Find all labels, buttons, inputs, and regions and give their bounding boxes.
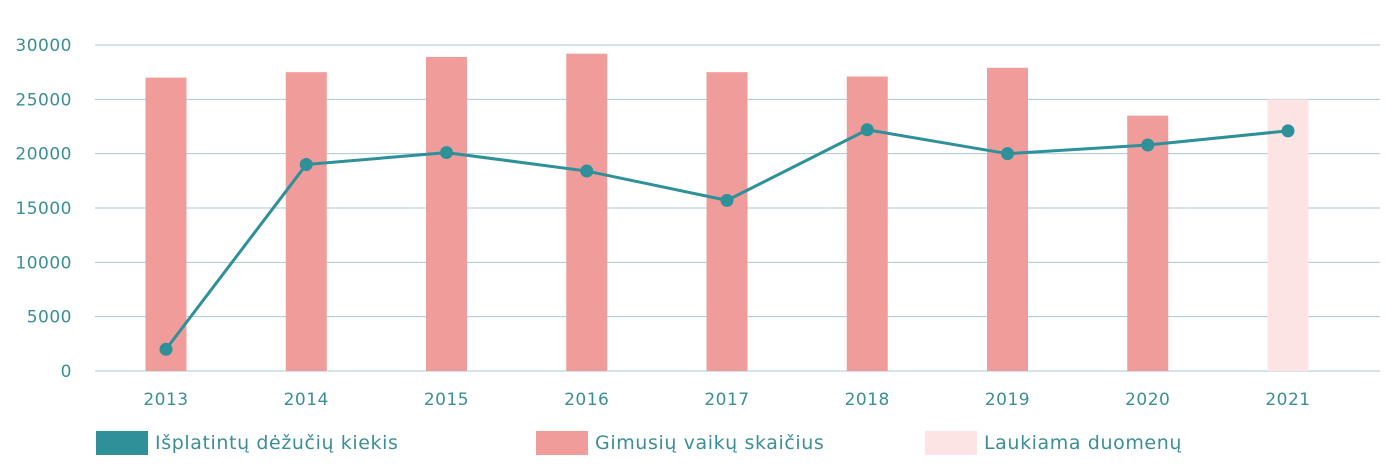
y-tick-label: 10000 — [15, 253, 72, 273]
y-tick-label: 5000 — [27, 308, 72, 328]
legend-swatch — [536, 431, 588, 455]
legend: Išplatintų dėžučių kiekis Gimusių vaikų s… — [96, 431, 1182, 455]
bar-2014-series-1 — [285, 72, 327, 372]
x-tick-label: 2013 — [143, 390, 188, 410]
y-tick-label: 0 — [61, 362, 72, 382]
line-point-2021 — [1281, 124, 1295, 138]
y-axis-ticks: 0 5000 10000 15000 20000 25000 30000 — [15, 36, 72, 382]
bar-2017-series-1 — [706, 72, 748, 372]
x-tick-label: 2015 — [424, 390, 469, 410]
line-point-2019 — [1001, 147, 1014, 161]
y-tick-label: 30000 — [15, 36, 72, 56]
x-tick-label: 2019 — [985, 390, 1030, 410]
legend-label: Laukiama duomenų — [984, 432, 1182, 454]
bar-2020-series-1 — [1127, 115, 1169, 371]
y-tick-label: 25000 — [15, 90, 72, 110]
bar-2015-series-1 — [426, 56, 467, 371]
x-tick-label: 2016 — [564, 390, 609, 410]
x-tick-label: 2018 — [845, 390, 890, 410]
y-tick-label: 15000 — [15, 199, 72, 219]
x-tick-label: 2020 — [1125, 390, 1170, 410]
x-tick-label: 2021 — [1265, 390, 1310, 410]
line-point-2018 — [860, 123, 874, 137]
line-point-2017 — [720, 193, 734, 207]
x-tick-label: 2014 — [284, 390, 329, 410]
x-axis-ticks: 2013 2014 2015 2016 2017 2018 2019 2020 2021 — [143, 390, 1310, 410]
line-point-2020 — [1141, 138, 1155, 152]
bars — [145, 53, 1309, 372]
bar-2013-series-1 — [145, 77, 187, 371]
y-tick-label: 20000 — [15, 145, 72, 165]
legend-swatch — [96, 431, 148, 455]
legend-label: Išplatintų dėžučių kiekis — [155, 432, 399, 454]
legend-label: Gimusių vaikų skaičius — [595, 432, 824, 454]
line-point-2013 — [159, 342, 173, 356]
line-point-2015 — [440, 146, 453, 160]
bar-2018-series-1 — [846, 76, 888, 371]
x-tick-label: 2017 — [704, 390, 749, 410]
bar-2019-series-1 — [987, 67, 1028, 371]
legend-swatch — [925, 431, 977, 455]
line-point-2016 — [580, 164, 594, 178]
bar-2021-series-2 — [1267, 99, 1309, 371]
line-point-2014 — [299, 158, 313, 172]
line-series — [159, 123, 1295, 356]
bar-2016-series-1 — [566, 53, 608, 372]
